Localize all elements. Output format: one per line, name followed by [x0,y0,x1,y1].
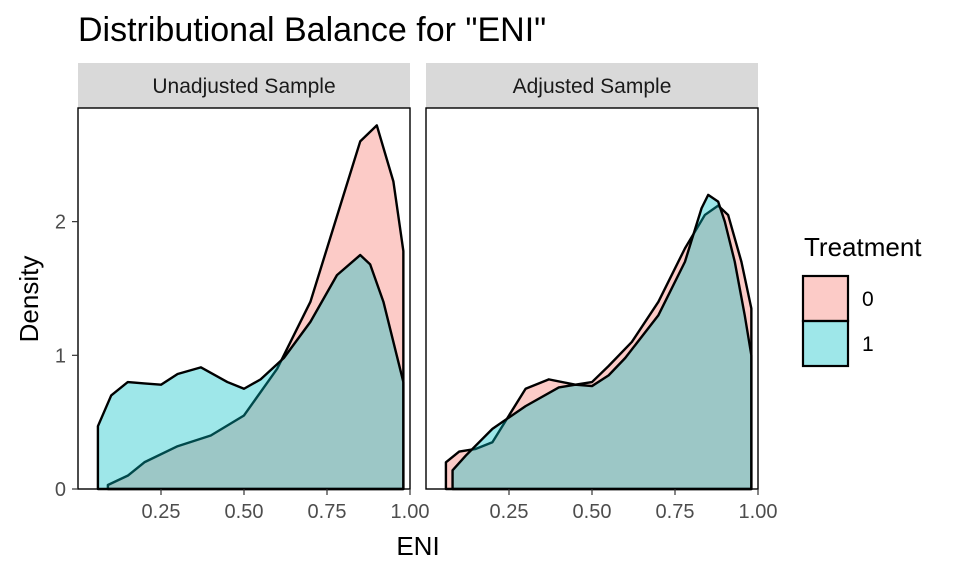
facet-panel: Unadjusted Sample 0.25 0.50 0.75 1.00 0 1 2 [55,63,430,523]
y-axis-label: Density [14,256,44,343]
x-tick-label: 0.50 [225,501,264,523]
facet-strip-label: Adjusted Sample [513,75,672,98]
legend-keys: 01 [801,274,874,368]
x-tick-label: 1.00 [391,501,430,523]
plot-background [426,108,758,489]
legend-item: 1 [801,319,874,368]
chart-title: Distributional Balance for "ENI" [78,11,546,49]
x-tick-label: 1.00 [739,501,778,523]
legend-key-swatch [801,274,850,323]
x-tick-label: 0.25 [490,501,529,523]
legend-item: 0 [801,274,874,323]
y-tick-label: 0 [55,479,66,501]
y-tick-label: 1 [55,345,66,367]
plot-background [78,108,410,489]
x-tick-label: 0.50 [573,501,612,523]
legend-key-label: 0 [862,288,874,311]
density-area-treatment-0 [106,124,405,491]
facet-panels: Unadjusted Sample 0.25 0.50 0.75 1.00 0 1 2 Adju… [55,63,778,523]
legend-title: Treatment [804,232,922,262]
facet-strip-label: Unadjusted Sample [152,75,335,98]
facet-strip [426,63,758,108]
density-area-treatment-0 [444,204,753,491]
x-tick-label: 0.75 [656,501,695,523]
x-axis-label: ENI [396,531,439,561]
facet-strip [78,63,410,108]
legend-key-swatch [801,319,850,368]
x-tick-label: 0.75 [308,501,347,523]
facet-panel: Adjusted Sample 0.25 0.50 0.75 1.00 [425,63,778,523]
x-tick-label: 0.25 [142,501,181,523]
legend-key-label: 1 [862,333,874,356]
legend: Treatment 01 [801,232,922,368]
y-tick-label: 2 [55,212,66,234]
density-area-treatment-1 [451,193,753,491]
density-area-treatment-1 [96,253,405,491]
